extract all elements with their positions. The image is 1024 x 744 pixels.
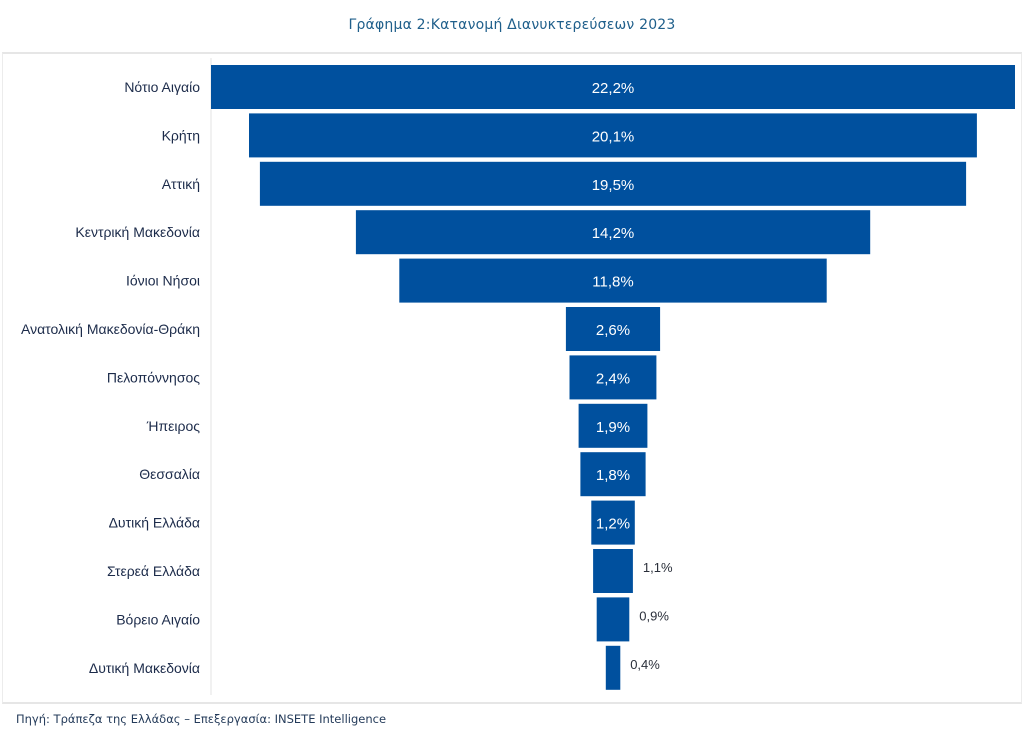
category-label: Δυτική Μακεδονία xyxy=(89,660,200,676)
value-label: 2,4% xyxy=(596,370,630,387)
category-label: Στερεά Ελλάδα xyxy=(107,563,200,579)
bars-group xyxy=(211,65,1015,690)
category-labels: Νότιο Αιγαίο Κρήτη Αττική Κεντρική Μακεδονί… xyxy=(21,79,200,676)
bar xyxy=(593,549,633,593)
bar xyxy=(249,113,977,158)
value-label: 11,8% xyxy=(592,274,633,291)
category-label: Δυτική Ελλάδα xyxy=(109,515,200,531)
category-label: Αττική xyxy=(162,176,200,192)
value-label: 1,1% xyxy=(643,560,673,575)
value-label: 2,6% xyxy=(596,322,630,339)
chart-title: Γράφημα 2:Κατανομή Διανυκτερεύσεων 2023 xyxy=(348,17,676,33)
category-label: Βόρειο Αιγαίο xyxy=(116,611,200,627)
bar xyxy=(605,645,621,690)
bar xyxy=(211,65,1015,109)
value-label: 19,5% xyxy=(592,177,635,194)
bar xyxy=(399,258,827,303)
category-label: Νότιο Αιγαίο xyxy=(124,79,200,95)
value-label: 0,4% xyxy=(630,657,660,672)
value-label: 0,9% xyxy=(639,608,669,623)
value-labels: 22,2% 20,1% 19,5% 14,2% 11,8% 2,6% 2,4% 1,9% 1,8… xyxy=(592,80,673,672)
category-label: Ανατολική Μακεδονία-Θράκη xyxy=(21,321,200,337)
value-label: 20,1% xyxy=(592,128,635,145)
bar xyxy=(591,500,635,545)
bar xyxy=(355,210,871,255)
category-label: Κεντρική Μακεδονία xyxy=(75,224,200,240)
value-label: 1,8% xyxy=(596,467,630,484)
value-label: 14,2% xyxy=(592,225,635,242)
bar xyxy=(580,452,646,497)
bar xyxy=(596,597,630,642)
bar xyxy=(565,307,661,351)
bar xyxy=(569,355,657,400)
value-label: 22,2% xyxy=(592,80,635,97)
bar xyxy=(259,161,967,206)
category-label: Ήπειρος xyxy=(146,418,200,434)
value-label: 1,9% xyxy=(596,419,630,436)
category-label: Ιόνιοι Νήσοι xyxy=(126,273,200,289)
category-label: Κρήτη xyxy=(162,127,200,143)
bar xyxy=(578,403,648,448)
value-label: 1,2% xyxy=(596,516,630,533)
category-label: Θεσσαλία xyxy=(139,466,200,482)
source-note: Πηγή: Τράπεζα της Ελλάδας – Επεξεργασία:… xyxy=(16,712,387,726)
category-label: Πελοπόννησος xyxy=(107,369,200,385)
chart-frame xyxy=(2,52,1022,704)
